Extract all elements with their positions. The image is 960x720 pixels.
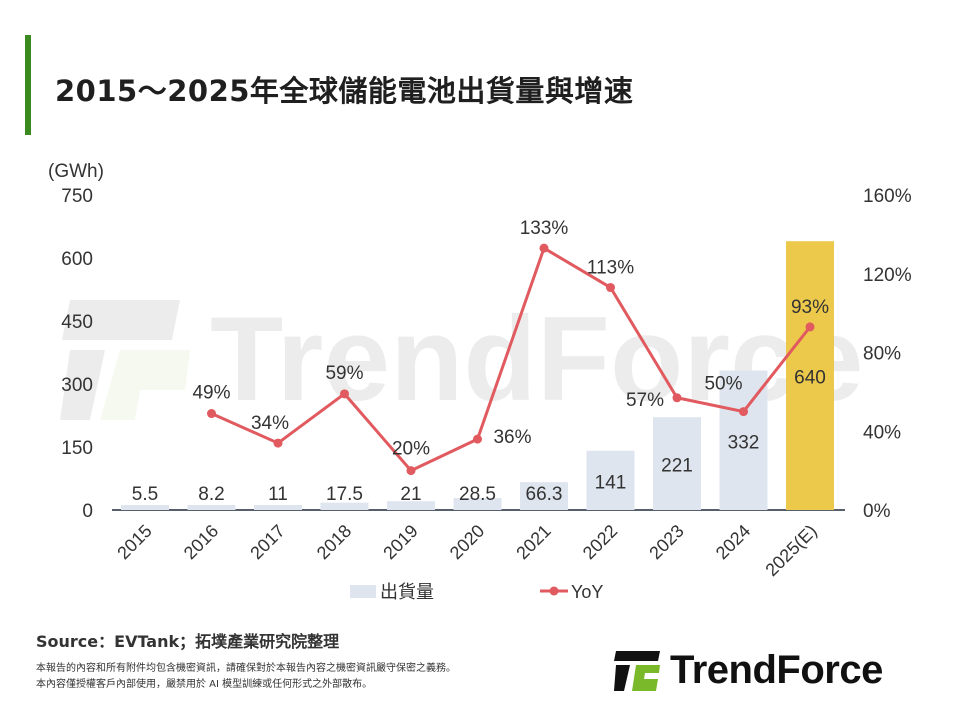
x-tick-label: 2022 xyxy=(579,521,621,563)
bar-value-label: 221 xyxy=(661,456,693,477)
trendforce-logo-icon xyxy=(614,650,660,691)
yoy-value-label: 49% xyxy=(192,383,230,404)
bar-value-label: 21 xyxy=(400,484,421,505)
bar xyxy=(786,241,834,510)
x-tick-label: 2020 xyxy=(446,521,488,563)
bar-value-label: 11 xyxy=(268,484,288,505)
disclaimer-line-1: 本報告的內容和所有附件均包含機密資訊，請確保對於本報告內容之機密資訊嚴守保密之義… xyxy=(36,663,456,674)
bar-value-label: 332 xyxy=(728,432,760,453)
left-tick-label: 0 xyxy=(82,501,93,522)
bar-value-label: 141 xyxy=(595,472,627,493)
bar-value-label: 28.5 xyxy=(459,484,496,505)
right-tick-label: 0% xyxy=(863,501,891,522)
x-tick-label: 2017 xyxy=(246,521,288,563)
yoy-line xyxy=(210,245,812,473)
legend-line-marker xyxy=(549,586,559,596)
yoy-point xyxy=(539,243,549,253)
bar xyxy=(254,505,302,510)
yoy-value-label: 113% xyxy=(587,258,634,279)
yoy-point xyxy=(672,393,682,403)
bar-value-label: 8.2 xyxy=(198,484,224,505)
left-tick-label: 450 xyxy=(61,312,93,333)
trendforce-logo: TrendForce xyxy=(612,648,883,693)
yoy-point xyxy=(406,466,416,476)
yoy-value-label: 57% xyxy=(626,390,664,411)
right-tick-label: 160% xyxy=(863,186,912,207)
page-title: 2015～2025年全球儲能電池出貨量與增速 xyxy=(55,74,634,108)
yoy-point xyxy=(805,322,815,332)
yoy-point xyxy=(207,409,216,419)
logo-text: TrendForce xyxy=(670,648,883,692)
x-tick-label: 2024 xyxy=(712,521,754,563)
bar-value-label: 640 xyxy=(794,368,826,389)
yoy-value-label: 20% xyxy=(392,439,430,460)
bar xyxy=(387,501,435,510)
disclaimer-line-2: 本內容僅授權客戶內部使用，嚴禁用於 AI 模型訓練或任何形式之外部散布。 xyxy=(36,679,373,690)
yoy-point xyxy=(473,434,482,444)
x-tick-label: 2016 xyxy=(180,521,222,563)
yoy-value-label: 133% xyxy=(520,218,569,239)
legend-bar-label: 出貨量 xyxy=(380,582,434,603)
x-tick-label: 2018 xyxy=(313,521,355,563)
bar xyxy=(320,502,369,510)
bar xyxy=(453,498,502,510)
x-tick-label: 2021 xyxy=(512,521,554,563)
x-tick-label: 2019 xyxy=(379,521,421,563)
bar-value-label: 66.3 xyxy=(526,484,563,505)
bar xyxy=(586,450,635,510)
right-tick-label: 80% xyxy=(863,344,901,365)
right-tick-label: 120% xyxy=(863,265,912,286)
x-tick-label: 2025(E) xyxy=(761,521,820,580)
yoy-value-label: 93% xyxy=(791,297,829,318)
legend-line-label: YoY xyxy=(571,582,603,602)
bar xyxy=(187,505,236,510)
left-axis-unit: (GWh) xyxy=(48,161,104,182)
yoy-value-label: 36% xyxy=(493,427,531,448)
bar-value-label: 5.5 xyxy=(132,484,158,505)
yoy-value-label: 34% xyxy=(251,413,289,434)
bar xyxy=(653,417,701,510)
right-tick-label: 40% xyxy=(863,422,901,443)
yoy-value-label: 50% xyxy=(704,374,742,395)
yoy-point xyxy=(340,389,349,399)
legend-bar-swatch xyxy=(350,585,376,598)
left-tick-label: 750 xyxy=(61,186,93,207)
yoy-point xyxy=(273,438,283,448)
source-note: Source：EVTank；拓墣產業研究院整理 xyxy=(36,632,340,651)
yoy-point xyxy=(606,283,615,293)
bar xyxy=(520,482,568,510)
left-tick-label: 600 xyxy=(61,249,93,270)
left-tick-label: 150 xyxy=(61,438,93,459)
x-tick-label: 2015 xyxy=(113,521,155,563)
left-tick-label: 300 xyxy=(61,375,93,396)
yoy-point xyxy=(739,407,748,417)
x-tick-label: 2023 xyxy=(645,521,687,563)
bar xyxy=(719,370,768,510)
bar-value-label: 17.5 xyxy=(326,484,363,505)
bar xyxy=(121,505,169,510)
title-accent-bar xyxy=(25,35,31,135)
yoy-value-label: 59% xyxy=(325,363,363,384)
